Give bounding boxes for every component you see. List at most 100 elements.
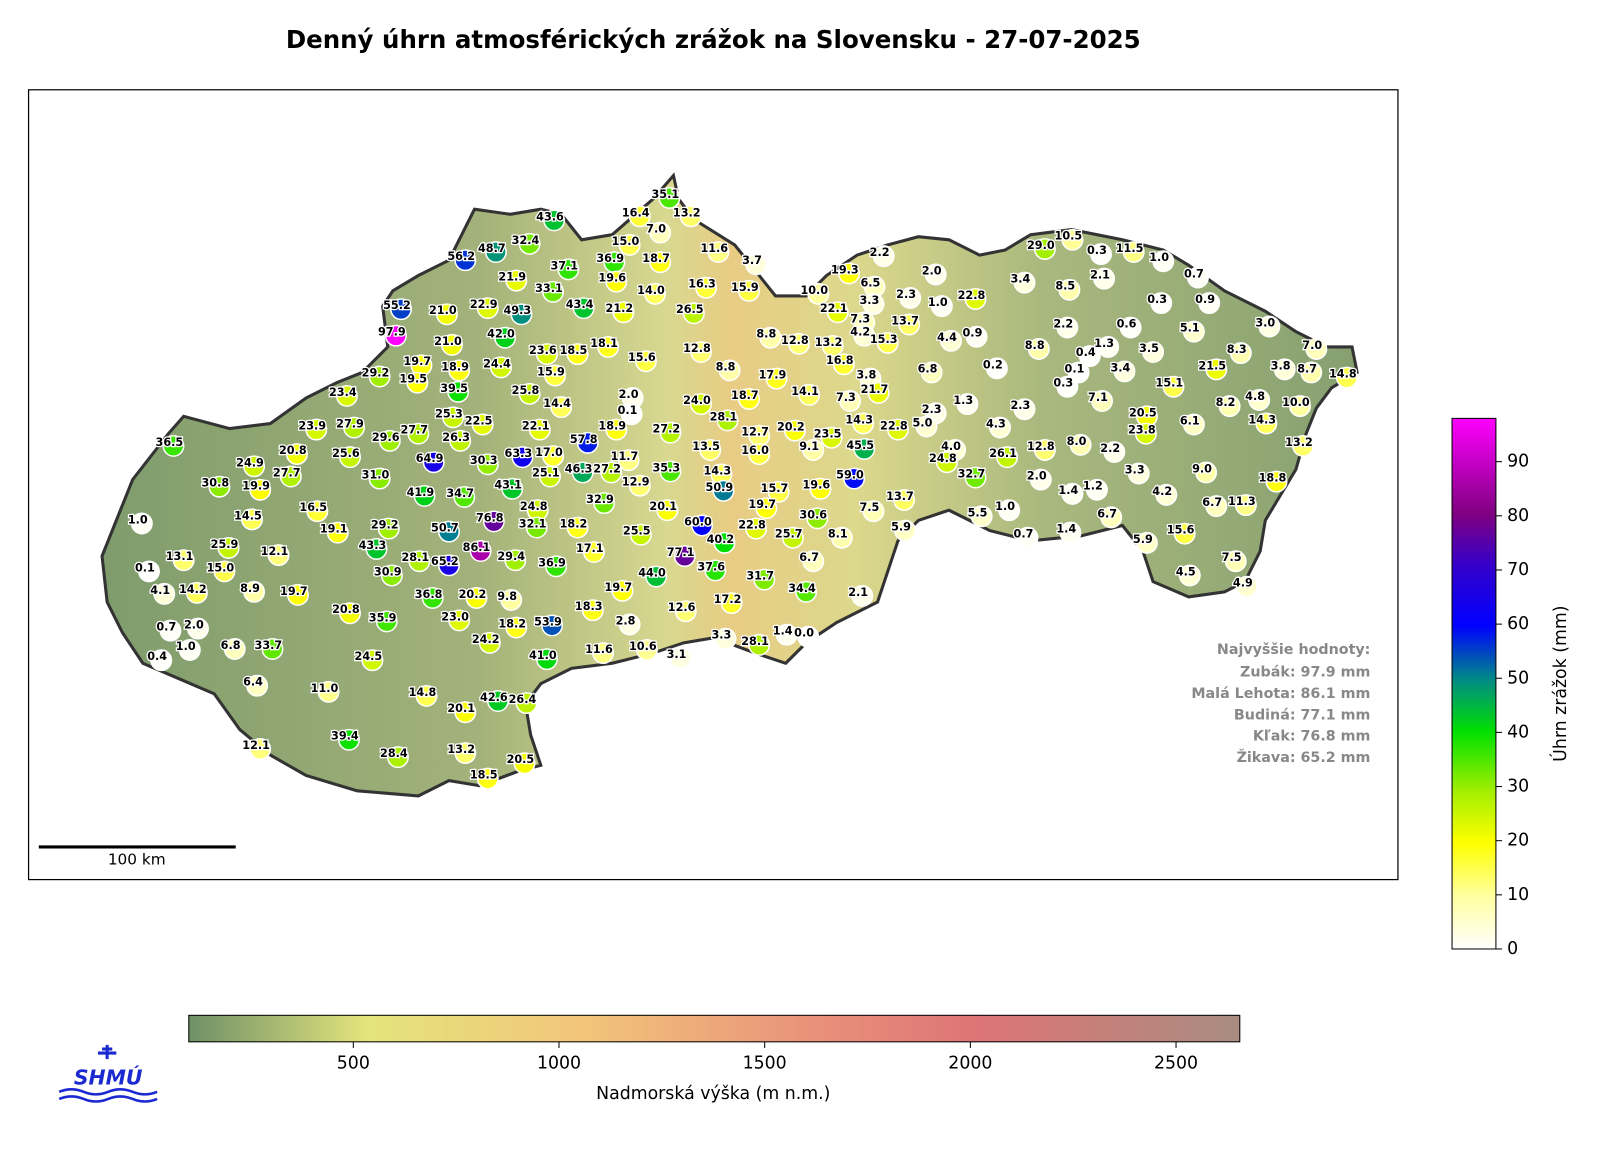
station-label: 35.1: [651, 188, 679, 201]
station-label: 20.1: [447, 702, 475, 715]
station-marker: [806, 507, 829, 530]
station-marker: [172, 549, 195, 572]
station-label: 28.1: [710, 410, 738, 423]
station-label: 49.3: [504, 304, 532, 317]
station-marker: [893, 489, 916, 511]
station-marker: [1178, 564, 1201, 587]
station-marker: [241, 508, 264, 531]
station-marker: [571, 461, 594, 484]
station-marker: [249, 738, 272, 760]
station-marker: [738, 279, 760, 302]
station-marker: [243, 455, 266, 478]
station-label: 46.3: [565, 462, 593, 475]
station-label: 17.1: [576, 542, 604, 555]
station-marker: [566, 343, 589, 366]
station-marker: [471, 413, 494, 436]
station-label: 1.3: [953, 394, 973, 407]
station-label: 18.9: [598, 420, 626, 433]
station-marker: [659, 460, 682, 483]
station-label: 2.8: [616, 614, 636, 627]
station-label: 15.9: [537, 365, 565, 378]
station-marker: [605, 270, 628, 293]
station-label: 97.9: [378, 326, 406, 339]
station-label: 7.0: [646, 223, 666, 236]
station-label: 18.5: [470, 769, 498, 782]
station-marker: [600, 461, 623, 484]
station-marker: [852, 412, 875, 435]
station-label: 15.9: [731, 281, 759, 294]
station-label: 31.7: [746, 570, 774, 583]
logo: SHMÚ: [58, 1044, 158, 1103]
station-label: 42.0: [487, 328, 515, 341]
station-marker: [1056, 375, 1079, 398]
station-marker: [1273, 358, 1296, 381]
station-label: 37.6: [697, 560, 725, 573]
station-marker: [130, 512, 153, 535]
station-label: 48.7: [478, 242, 506, 255]
station-marker: [1218, 395, 1241, 418]
station-label: 15.6: [628, 351, 656, 364]
station-marker: [261, 638, 284, 660]
station-label: 41.9: [407, 486, 435, 499]
station-marker: [1300, 361, 1323, 384]
station-marker: [1091, 390, 1114, 412]
station-label: 0.9: [1195, 293, 1215, 306]
station-marker: [797, 625, 820, 648]
title: Denný úhrn atmosférických zrážok na Slov…: [286, 25, 1141, 54]
station-label: 14.4: [543, 397, 571, 410]
station-marker: [478, 631, 501, 654]
station-marker: [820, 426, 843, 449]
station-marker: [438, 520, 460, 543]
colorbar-tick-label: 40: [1507, 722, 1529, 742]
station-marker: [1093, 267, 1116, 290]
station-marker: [576, 431, 599, 454]
station-marker: [802, 439, 825, 461]
station-marker: [1029, 468, 1052, 491]
station-marker: [510, 303, 533, 326]
station-label: 8.8: [756, 328, 776, 341]
station-label: 41.0: [529, 649, 557, 662]
station-label: 28.4: [380, 747, 408, 760]
station-marker: [713, 531, 736, 554]
colorbar-tick-label: 90: [1507, 452, 1529, 472]
station-marker: [1234, 494, 1257, 517]
station-label: 14.3: [1248, 413, 1276, 426]
station-label: 0.4: [147, 650, 167, 663]
station-label: 4.2: [1152, 485, 1172, 498]
station-label: 27.7: [273, 466, 301, 479]
station-label: 6.1: [1180, 414, 1200, 427]
station-marker: [965, 325, 988, 348]
logo-waves: [58, 1088, 158, 1103]
station-marker: [628, 205, 651, 228]
station-label: 13.7: [891, 314, 919, 327]
station-label: 8.8: [716, 360, 736, 373]
station-label: 11.6: [700, 242, 728, 255]
station-marker: [798, 383, 821, 406]
station-marker: [513, 752, 536, 775]
station-marker: [421, 586, 444, 609]
station-label: 21.9: [498, 271, 526, 284]
station-label: 29.2: [371, 519, 399, 532]
station-label: 8.9: [240, 582, 260, 595]
station-marker: [390, 298, 412, 321]
station-label: 12.8: [683, 342, 711, 355]
station-marker: [783, 419, 806, 442]
station-label: 17.9: [759, 369, 787, 382]
station-marker: [1090, 243, 1112, 266]
station-marker: [876, 331, 899, 354]
station-marker: [809, 477, 832, 500]
station-label: 0.7: [156, 621, 176, 634]
station-marker: [1335, 366, 1358, 389]
station-marker: [1103, 441, 1126, 464]
station-label: 22.9: [470, 298, 498, 311]
station-marker: [593, 492, 616, 515]
station-marker: [338, 728, 360, 751]
station-label: 13.2: [1285, 436, 1313, 449]
station-label: 24.8: [520, 500, 548, 513]
station-label: 43.6: [536, 210, 564, 223]
station-label: 23.8: [1128, 424, 1156, 437]
colorbar-tick-label: 30: [1507, 777, 1529, 797]
station-marker: [656, 499, 679, 522]
colorbar-tick-label: 1500: [743, 1053, 787, 1073]
station-marker: [482, 510, 505, 533]
